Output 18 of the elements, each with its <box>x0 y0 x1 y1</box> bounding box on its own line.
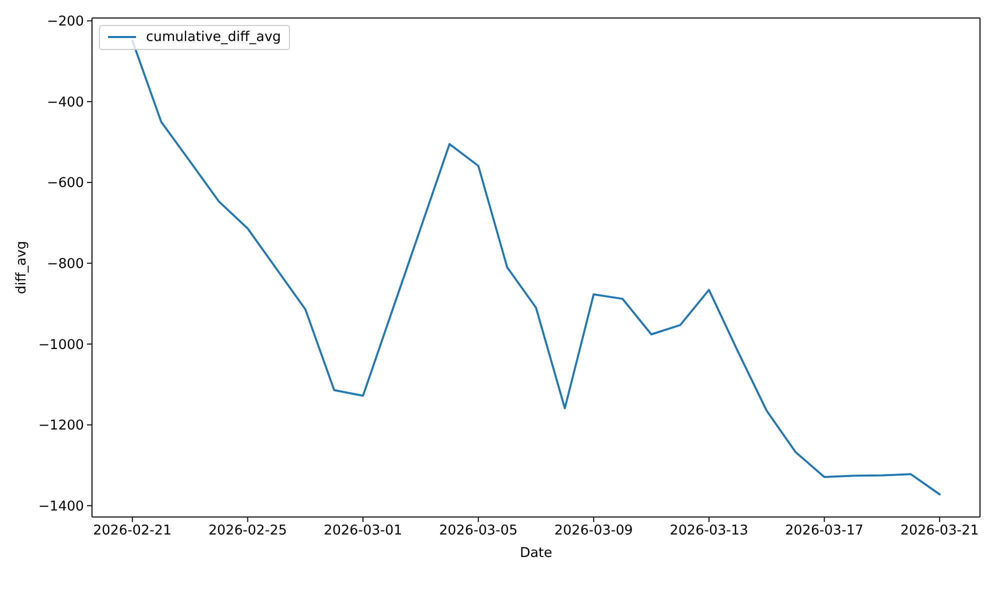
x-axis-title: Date <box>520 545 552 561</box>
legend-label: cumulative_diff_avg <box>146 29 281 45</box>
x-tick-label: 2026-03-17 <box>785 522 864 539</box>
y-tick-label: −200 <box>46 14 84 30</box>
y-tick-label: −1200 <box>38 418 84 434</box>
x-tick-label: 2026-03-21 <box>900 522 979 539</box>
x-tick-label: 2026-03-01 <box>324 522 402 539</box>
x-tick-label: 2026-03-05 <box>439 522 518 539</box>
y-tick-label: −1400 <box>38 498 84 514</box>
x-tick-label: 2026-02-25 <box>208 522 287 539</box>
y-axis-title: diff_avg <box>14 240 30 294</box>
y-tick-label: −400 <box>46 94 84 110</box>
y-tick-label: −800 <box>46 256 84 272</box>
y-tick-label: −600 <box>46 175 84 192</box>
x-tick-label: 2026-03-13 <box>670 522 748 539</box>
x-tick-label: 2026-02-21 <box>93 522 172 539</box>
y-tick-label: −1000 <box>38 336 84 353</box>
x-tick-label: 2026-03-09 <box>554 522 633 539</box>
